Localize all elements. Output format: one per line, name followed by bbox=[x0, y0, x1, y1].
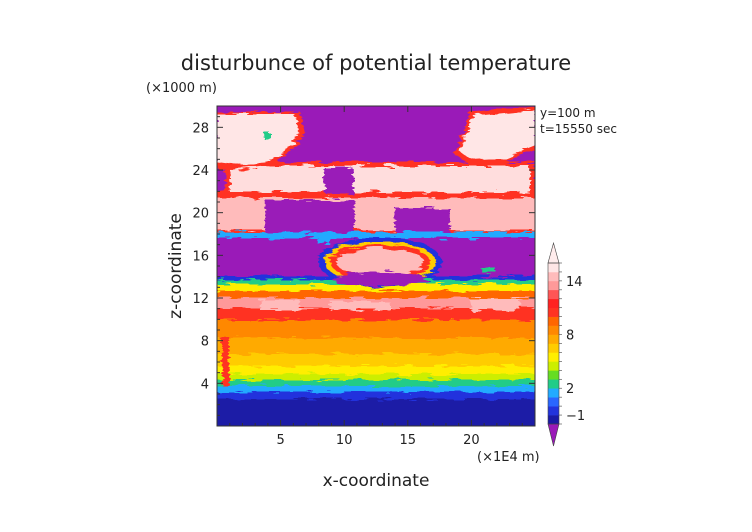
colorbar-segment bbox=[548, 406, 559, 416]
layer-orange bbox=[217, 318, 535, 338]
pink-patch-2 bbox=[470, 298, 520, 310]
layer-yellow bbox=[217, 364, 535, 374]
colorbar-segment bbox=[548, 316, 559, 326]
x-axis-label: x-coordinate bbox=[323, 471, 430, 491]
top-left-cloud bbox=[217, 114, 298, 164]
annotation-y: y=100 m bbox=[540, 106, 596, 120]
layer-light-blue bbox=[217, 384, 535, 392]
y-tick-label: 16 bbox=[192, 249, 209, 264]
colorbar-segment bbox=[548, 334, 559, 344]
x-tick-label: 10 bbox=[336, 433, 353, 448]
y-tick-label: 24 bbox=[192, 164, 209, 179]
small-blue-patch bbox=[318, 238, 330, 244]
colorbar-segment bbox=[548, 325, 559, 335]
colorbar-segment bbox=[548, 289, 559, 300]
y-axis: 4 8 12 16 20 24 28 bbox=[192, 116, 535, 416]
layer-gold bbox=[217, 352, 535, 366]
colorbar-segment bbox=[548, 271, 559, 282]
pink-patch-3 bbox=[330, 302, 390, 310]
colorbar-segment bbox=[548, 343, 559, 353]
vertical-streak bbox=[222, 336, 229, 386]
colorbar-label: 8 bbox=[566, 329, 574, 344]
mid-gap-left bbox=[265, 200, 355, 232]
colorbar-segment bbox=[548, 307, 559, 317]
contour-field bbox=[217, 106, 535, 426]
colorbar-segment bbox=[548, 263, 559, 273]
x-tick-label: 5 bbox=[276, 433, 284, 448]
colorbar-segment bbox=[548, 388, 559, 398]
layer-dark-blue bbox=[217, 395, 535, 426]
colorbar-label: 14 bbox=[566, 275, 583, 290]
mid-band-blue bbox=[217, 232, 535, 238]
y-unit-label: (×1000 m) bbox=[146, 81, 217, 96]
colorbar-segment bbox=[548, 370, 559, 380]
colorbar-label: 2 bbox=[566, 382, 574, 397]
y-tick-label: 28 bbox=[192, 121, 209, 136]
x-unit-label: (×1E4 m) bbox=[477, 450, 540, 465]
y-axis-label: z-coordinate bbox=[166, 213, 186, 319]
x-tick-label: 15 bbox=[400, 433, 417, 448]
y-tick-label: 4 bbox=[201, 377, 209, 392]
colorbar-under-arrow bbox=[547, 423, 560, 447]
colorbar-segment bbox=[548, 397, 559, 407]
chart-title: disturbunce of potential temperature bbox=[181, 51, 571, 75]
plume-core bbox=[336, 248, 424, 276]
colorbar-segment bbox=[548, 280, 559, 291]
layer-green bbox=[217, 378, 535, 386]
layer-band-orange bbox=[217, 289, 535, 298]
colorbar: −1 2 8 14 bbox=[547, 241, 585, 447]
layer-blue bbox=[217, 390, 535, 399]
x-axis: 5 10 15 20 bbox=[229, 106, 523, 448]
y-tick-label: 12 bbox=[192, 292, 209, 307]
upper-band-pink bbox=[230, 166, 530, 192]
layer-yellow-green bbox=[217, 372, 535, 380]
small-green-patch bbox=[482, 268, 496, 273]
annotation-time: t=15550 sec bbox=[540, 122, 617, 136]
pink-patch-1 bbox=[260, 300, 300, 310]
small-green-dot bbox=[264, 132, 270, 140]
colorbar-label: −1 bbox=[566, 409, 585, 424]
colorbar-segment bbox=[548, 415, 559, 425]
layer-orange-light bbox=[217, 336, 535, 354]
y-tick-label: 8 bbox=[201, 335, 209, 350]
top-right-cloud bbox=[460, 110, 535, 160]
colorbar-over-arrow bbox=[547, 241, 560, 264]
mid-band-pink bbox=[217, 198, 535, 230]
upper-gap bbox=[325, 168, 353, 194]
y-tick-label: 20 bbox=[192, 207, 209, 222]
plume-base-gap bbox=[332, 272, 428, 286]
colorbar-segment bbox=[548, 361, 559, 371]
colorbar-segment bbox=[548, 379, 559, 389]
plot-area bbox=[217, 106, 535, 426]
layer-band-yellow bbox=[217, 283, 535, 291]
colorbar-segment bbox=[548, 298, 559, 309]
colorbar-segment bbox=[548, 352, 559, 362]
x-tick-label: 20 bbox=[463, 433, 480, 448]
